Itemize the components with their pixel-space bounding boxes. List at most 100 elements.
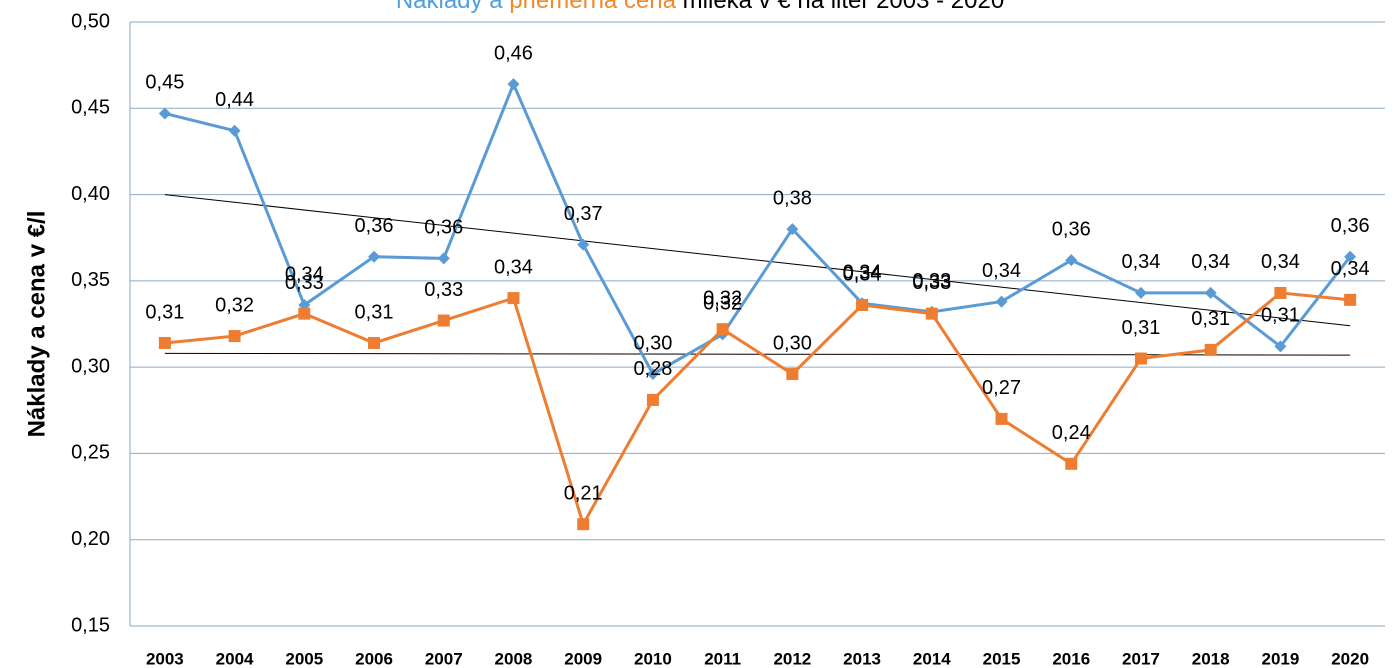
value-label: 0,34 [1122,251,1161,273]
x-tick-label: 2015 [983,649,1021,668]
marker [995,412,1008,425]
x-tick-label: 2011 [704,649,741,668]
value-label: 0,28 [633,358,672,380]
value-label: 0,36 [1331,215,1370,237]
x-tick-label: 2007 [425,649,463,668]
marker [1065,254,1078,267]
value-label: 0,33 [285,272,324,294]
value-label: 0,34 [843,263,882,285]
marker [1274,340,1287,353]
value-label: 0,34 [1261,251,1300,273]
x-tick-label: 2004 [216,649,254,668]
value-label: 0,31 [355,301,394,323]
marker [995,295,1008,308]
marker [577,518,590,531]
value-label: 0,36 [1052,218,1091,240]
value-label: 0,31 [1122,317,1161,339]
value-label: 0,46 [494,42,533,64]
title-segment: priemerná cena [509,0,676,14]
x-tick-label: 2006 [355,649,393,668]
trend-line [164,194,1351,327]
x-tick-label: 2019 [1262,649,1300,668]
x-tick-label: 2003 [146,649,184,668]
y-tick-label: 0,45 [71,97,110,119]
marker [716,323,729,336]
x-tick-label: 2016 [1052,649,1090,668]
marker [1274,286,1287,299]
y-axis-label: Náklady a cena v €/l [23,211,50,438]
y-tick-label: 0,15 [71,614,110,636]
value-label: 0,33 [912,270,951,292]
marker [158,107,171,120]
marker [437,252,450,265]
x-tick-label: 2013 [843,649,881,668]
marker [228,124,241,137]
value-label: 0,34 [982,260,1021,282]
marker [786,368,799,381]
y-tick-label: 0,20 [71,528,110,550]
value-label: 0,37 [564,203,603,225]
value-label: 0,31 [1261,305,1300,327]
marker [856,299,869,312]
value-label: 0,33 [424,279,463,301]
series-line [164,291,1351,528]
marker [368,336,381,349]
marker [228,330,241,343]
title-segment: mlieka v € na liter 2003 - 2020 [683,0,1005,14]
y-tick-label: 0,40 [71,183,110,205]
marker [158,336,171,349]
value-label: 0,36 [355,215,394,237]
marker [1344,293,1357,306]
marker [646,368,659,381]
marker [298,307,311,320]
marker [577,238,590,251]
value-label: 0,45 [145,72,184,94]
marker [1204,286,1217,299]
value-label: 0,24 [1052,422,1091,444]
x-tick-label: 2018 [1192,649,1230,668]
x-tick-label: 2010 [634,649,672,668]
chart-title: Náklady a priemerná cena mlieka v € na l… [396,0,1004,14]
marker [1344,250,1357,263]
trend-line [164,352,1351,356]
value-label: 0,31 [145,301,184,323]
value-label: 0,32 [703,293,742,315]
value-label: 0,30 [633,332,672,354]
value-label: 0,33 [912,272,951,294]
value-label: 0,34 [285,263,324,285]
value-label: 0,31 [1191,308,1230,330]
value-label: 0,34 [1331,258,1370,280]
value-label: 0,34 [494,256,533,278]
value-label: 0,27 [982,377,1021,399]
value-label: 0,32 [703,287,742,309]
y-tick-label: 0,50 [71,10,110,32]
x-tick-label: 2017 [1122,649,1160,668]
marker [507,78,520,91]
marker [437,314,450,327]
x-tick-label: 2009 [564,649,602,668]
value-label: 0,44 [215,89,254,111]
marker [786,223,799,236]
value-label: 0,32 [215,294,254,316]
title-segment: Náklady a [396,0,503,14]
marker [1204,343,1217,356]
value-label: 0,21 [564,482,603,504]
x-tick-label: 2014 [913,649,951,668]
value-label: 0,30 [773,332,812,354]
y-tick-label: 0,30 [71,355,110,377]
marker [1065,457,1078,470]
marker [646,393,659,406]
x-tick-label: 2012 [773,649,811,668]
marker [925,307,938,320]
marker [507,292,520,305]
value-label: 0,36 [424,217,463,239]
value-label: 0,34 [843,262,882,284]
value-label: 0,34 [1191,251,1230,273]
y-tick-label: 0,35 [71,269,110,291]
value-label: 0,38 [773,187,812,209]
x-tick-label: 2008 [495,649,533,668]
x-tick-label: 2005 [285,649,323,668]
series-line [164,80,1352,377]
y-tick-label: 0,25 [71,442,110,464]
